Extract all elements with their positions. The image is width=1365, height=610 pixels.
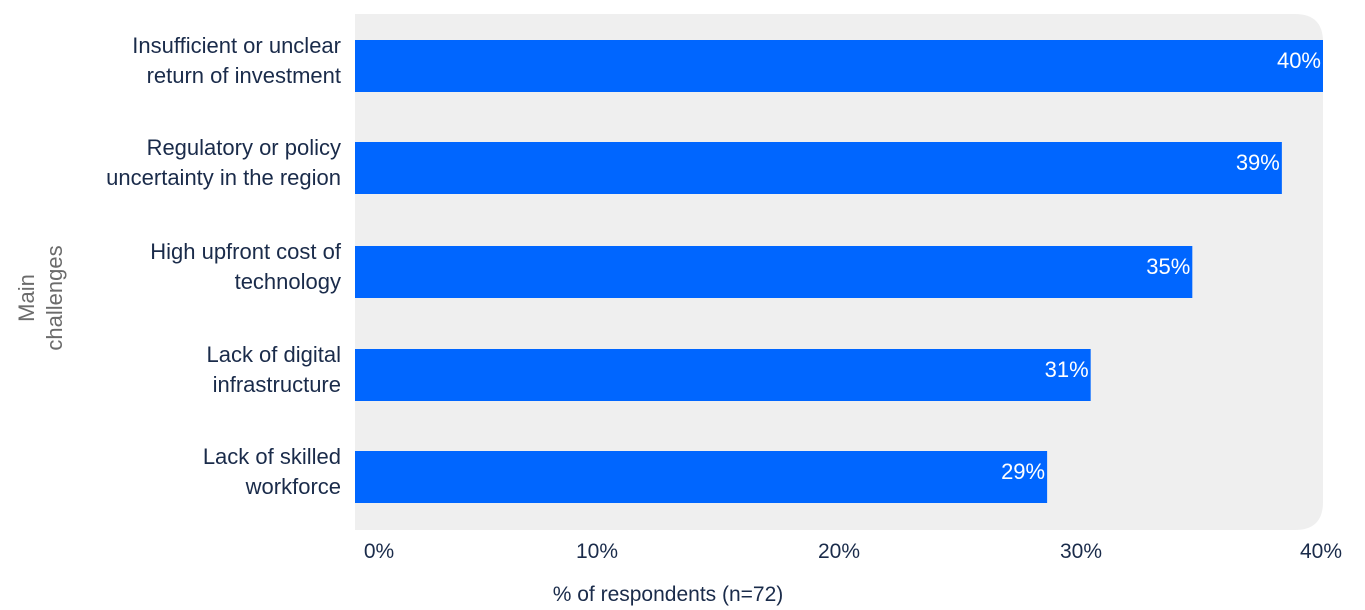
x-tick-label-3: 20% (818, 540, 860, 563)
bar-4 (355, 349, 1091, 401)
y-axis-title: Main challenges (14, 245, 67, 350)
bar-2 (355, 142, 1282, 194)
category-label-1-line-2: return of investment (147, 63, 341, 88)
x-axis-title: % of respondents (n=72) (553, 583, 784, 606)
category-label-3-line-2: technology (235, 269, 341, 294)
value-label-5: 29% (1001, 459, 1045, 484)
category-label-5-line-2: workforce (245, 474, 341, 499)
y-axis-title-line-2: challenges (42, 245, 67, 350)
value-label-2: 39% (1236, 150, 1280, 175)
bar-5 (355, 451, 1048, 503)
x-tick-labels-group: 0% 10% 20% 30% 40% (364, 540, 1342, 563)
x-tick-label-2: 10% (576, 540, 618, 563)
value-label-3: 35% (1146, 254, 1190, 279)
x-tick-label-1: 0% (364, 540, 394, 563)
category-label-2-line-1: Regulatory or policy (147, 135, 341, 160)
category-label-4-line-1: Lack of digital (206, 342, 341, 367)
value-labels-group: 40% 39% 35% 31% 29% (1001, 48, 1321, 484)
category-label-3-line-1: High upfront cost of (150, 239, 342, 264)
category-label-4-line-2: infrastructure (213, 372, 341, 397)
x-tick-label-4: 30% (1060, 540, 1102, 563)
bar-1 (355, 40, 1323, 92)
value-label-1: 40% (1277, 48, 1321, 73)
category-label-2-line-2: uncertainty in the region (106, 165, 341, 190)
category-label-1-line-1: Insufficient or unclear (132, 33, 341, 58)
bar-3 (355, 246, 1193, 298)
value-label-4: 31% (1045, 357, 1089, 382)
category-label-5-line-1: Lack of skilled (203, 444, 341, 469)
y-axis-title-line-1: Main (14, 274, 39, 322)
x-tick-label-5: 40% (1300, 540, 1342, 563)
bars-group (355, 40, 1323, 503)
category-labels-group: Insufficient or unclear return of investm… (106, 33, 342, 499)
